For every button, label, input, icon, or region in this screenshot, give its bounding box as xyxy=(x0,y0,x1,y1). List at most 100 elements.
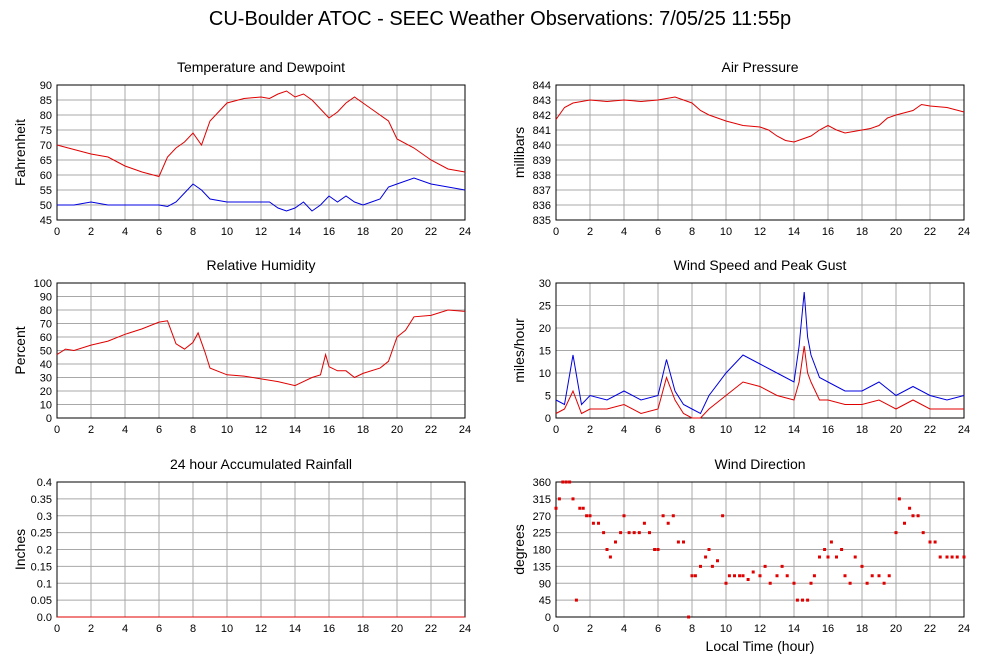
y-tick-label: 225 xyxy=(533,528,551,540)
data-point xyxy=(950,555,954,559)
data-point xyxy=(746,578,750,581)
x-tick-label: 0 xyxy=(54,623,60,635)
series-line-1 xyxy=(555,96,965,143)
y-axis-label: millibars xyxy=(511,127,527,178)
x-tick-label: 2 xyxy=(587,623,593,635)
y-tick-label: 838 xyxy=(533,170,551,182)
data-point xyxy=(928,540,932,544)
data-point xyxy=(676,540,680,544)
x-tick-label: 4 xyxy=(122,424,128,436)
data-point xyxy=(666,521,670,525)
y-tick-label: 837 xyxy=(533,185,551,197)
x-tick-label: 18 xyxy=(856,623,868,635)
data-point xyxy=(554,506,558,510)
plot-frame xyxy=(555,481,965,618)
data-point xyxy=(758,574,762,578)
data-point xyxy=(585,514,589,518)
data-point xyxy=(671,514,675,518)
x-tick-label: 2 xyxy=(88,424,94,436)
x-tick-label: 4 xyxy=(621,226,627,238)
y-tick-label: 0.4 xyxy=(37,477,52,489)
x-tick-label: 6 xyxy=(655,623,661,635)
x-tick-label: 0 xyxy=(54,424,60,436)
y-tick-label: 0 xyxy=(46,413,52,425)
data-point xyxy=(962,555,966,559)
x-tick-label: 8 xyxy=(190,226,196,238)
data-point xyxy=(945,555,949,559)
y-tick-label: 90 xyxy=(40,292,52,304)
y-tick-label: 0.1 xyxy=(37,578,52,590)
y-tick-label: 90 xyxy=(539,578,551,590)
data-point xyxy=(903,521,906,525)
plot-frame xyxy=(555,282,965,419)
chart-title: Wind Speed and Peak Gust xyxy=(674,257,847,273)
y-tick-label: 839 xyxy=(533,155,551,167)
x-tick-label: 0 xyxy=(54,226,60,238)
data-point xyxy=(574,598,578,602)
x-tick-label: 8 xyxy=(190,424,196,436)
x-tick-label: 14 xyxy=(788,623,800,635)
x-tick-label: 24 xyxy=(459,226,471,238)
x-tick-label: 22 xyxy=(924,226,936,238)
y-tick-label: 0 xyxy=(545,413,551,425)
data-point xyxy=(687,615,691,619)
data-point xyxy=(656,548,660,551)
data-point xyxy=(632,531,636,535)
data-point xyxy=(785,574,789,578)
x-tick-label: 10 xyxy=(221,226,233,238)
y-tick-label: 60 xyxy=(40,332,52,344)
x-tick-label: 20 xyxy=(391,226,403,238)
y-tick-label: 5 xyxy=(545,391,551,403)
chart-title: Temperature and Dewpoint xyxy=(177,59,345,75)
data-point xyxy=(853,555,857,559)
x-tick-label: 4 xyxy=(122,226,128,238)
data-point xyxy=(843,574,847,578)
data-point xyxy=(605,548,609,551)
data-point xyxy=(661,514,665,518)
x-tick-label: 20 xyxy=(890,226,902,238)
y-tick-label: 45 xyxy=(40,215,52,227)
x-tick-label: 8 xyxy=(689,424,695,436)
x-tick-label: 16 xyxy=(323,226,335,238)
x-tick-label: 6 xyxy=(655,424,661,436)
y-tick-label: 25 xyxy=(539,301,551,313)
data-point xyxy=(637,531,641,535)
data-point xyxy=(571,497,575,501)
data-point xyxy=(707,548,711,551)
y-tick-label: 50 xyxy=(40,200,52,212)
x-tick-label: 2 xyxy=(587,424,593,436)
data-point xyxy=(653,548,657,551)
x-tick-label: 22 xyxy=(425,424,437,436)
plot-frame xyxy=(56,84,466,221)
data-point xyxy=(812,574,816,578)
y-tick-label: 65 xyxy=(40,155,52,167)
x-tick-label: 12 xyxy=(255,424,267,436)
data-point xyxy=(775,574,779,578)
y-tick-label: 40 xyxy=(40,359,52,371)
x-tick-label: 8 xyxy=(689,226,695,238)
x-tick-label: 6 xyxy=(156,226,162,238)
x-tick-label: 22 xyxy=(924,623,936,635)
x-tick-label: 10 xyxy=(720,424,732,436)
x-tick-label: 0 xyxy=(553,226,559,238)
x-tick-label: 16 xyxy=(822,424,834,436)
y-tick-label: 80 xyxy=(40,110,52,122)
data-point xyxy=(710,564,714,568)
x-tick-label: 24 xyxy=(459,424,471,436)
data-point xyxy=(916,514,920,518)
data-point xyxy=(588,514,592,518)
data-point xyxy=(911,514,915,518)
y-tick-label: 60 xyxy=(40,170,52,182)
data-point xyxy=(557,497,561,501)
x-tick-label: 16 xyxy=(323,424,335,436)
y-tick-label: 10 xyxy=(40,400,52,412)
data-point xyxy=(818,555,821,559)
x-tick-label: 24 xyxy=(958,424,970,436)
data-point xyxy=(724,581,728,585)
y-tick-label: 70 xyxy=(40,319,52,331)
x-tick-label: 12 xyxy=(754,226,766,238)
x-tick-label: 18 xyxy=(357,623,369,635)
y-tick-label: 0.2 xyxy=(37,545,52,557)
y-tick-label: 55 xyxy=(40,185,52,197)
